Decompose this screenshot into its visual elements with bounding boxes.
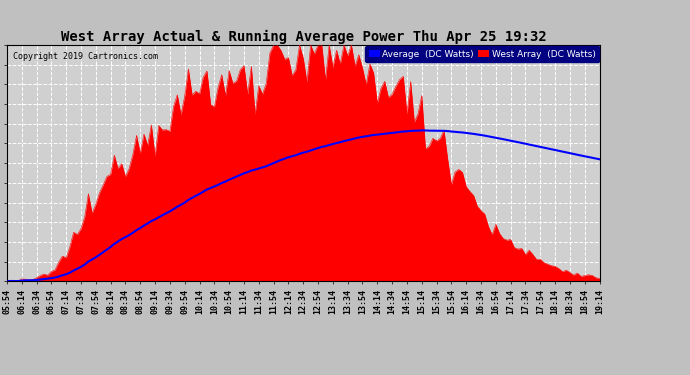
Title: West Array Actual & Running Average Power Thu Apr 25 19:32: West Array Actual & Running Average Powe… xyxy=(61,30,546,44)
Text: Copyright 2019 Cartronics.com: Copyright 2019 Cartronics.com xyxy=(13,52,158,61)
Legend: Average  (DC Watts), West Array  (DC Watts): Average (DC Watts), West Array (DC Watts… xyxy=(365,46,600,62)
